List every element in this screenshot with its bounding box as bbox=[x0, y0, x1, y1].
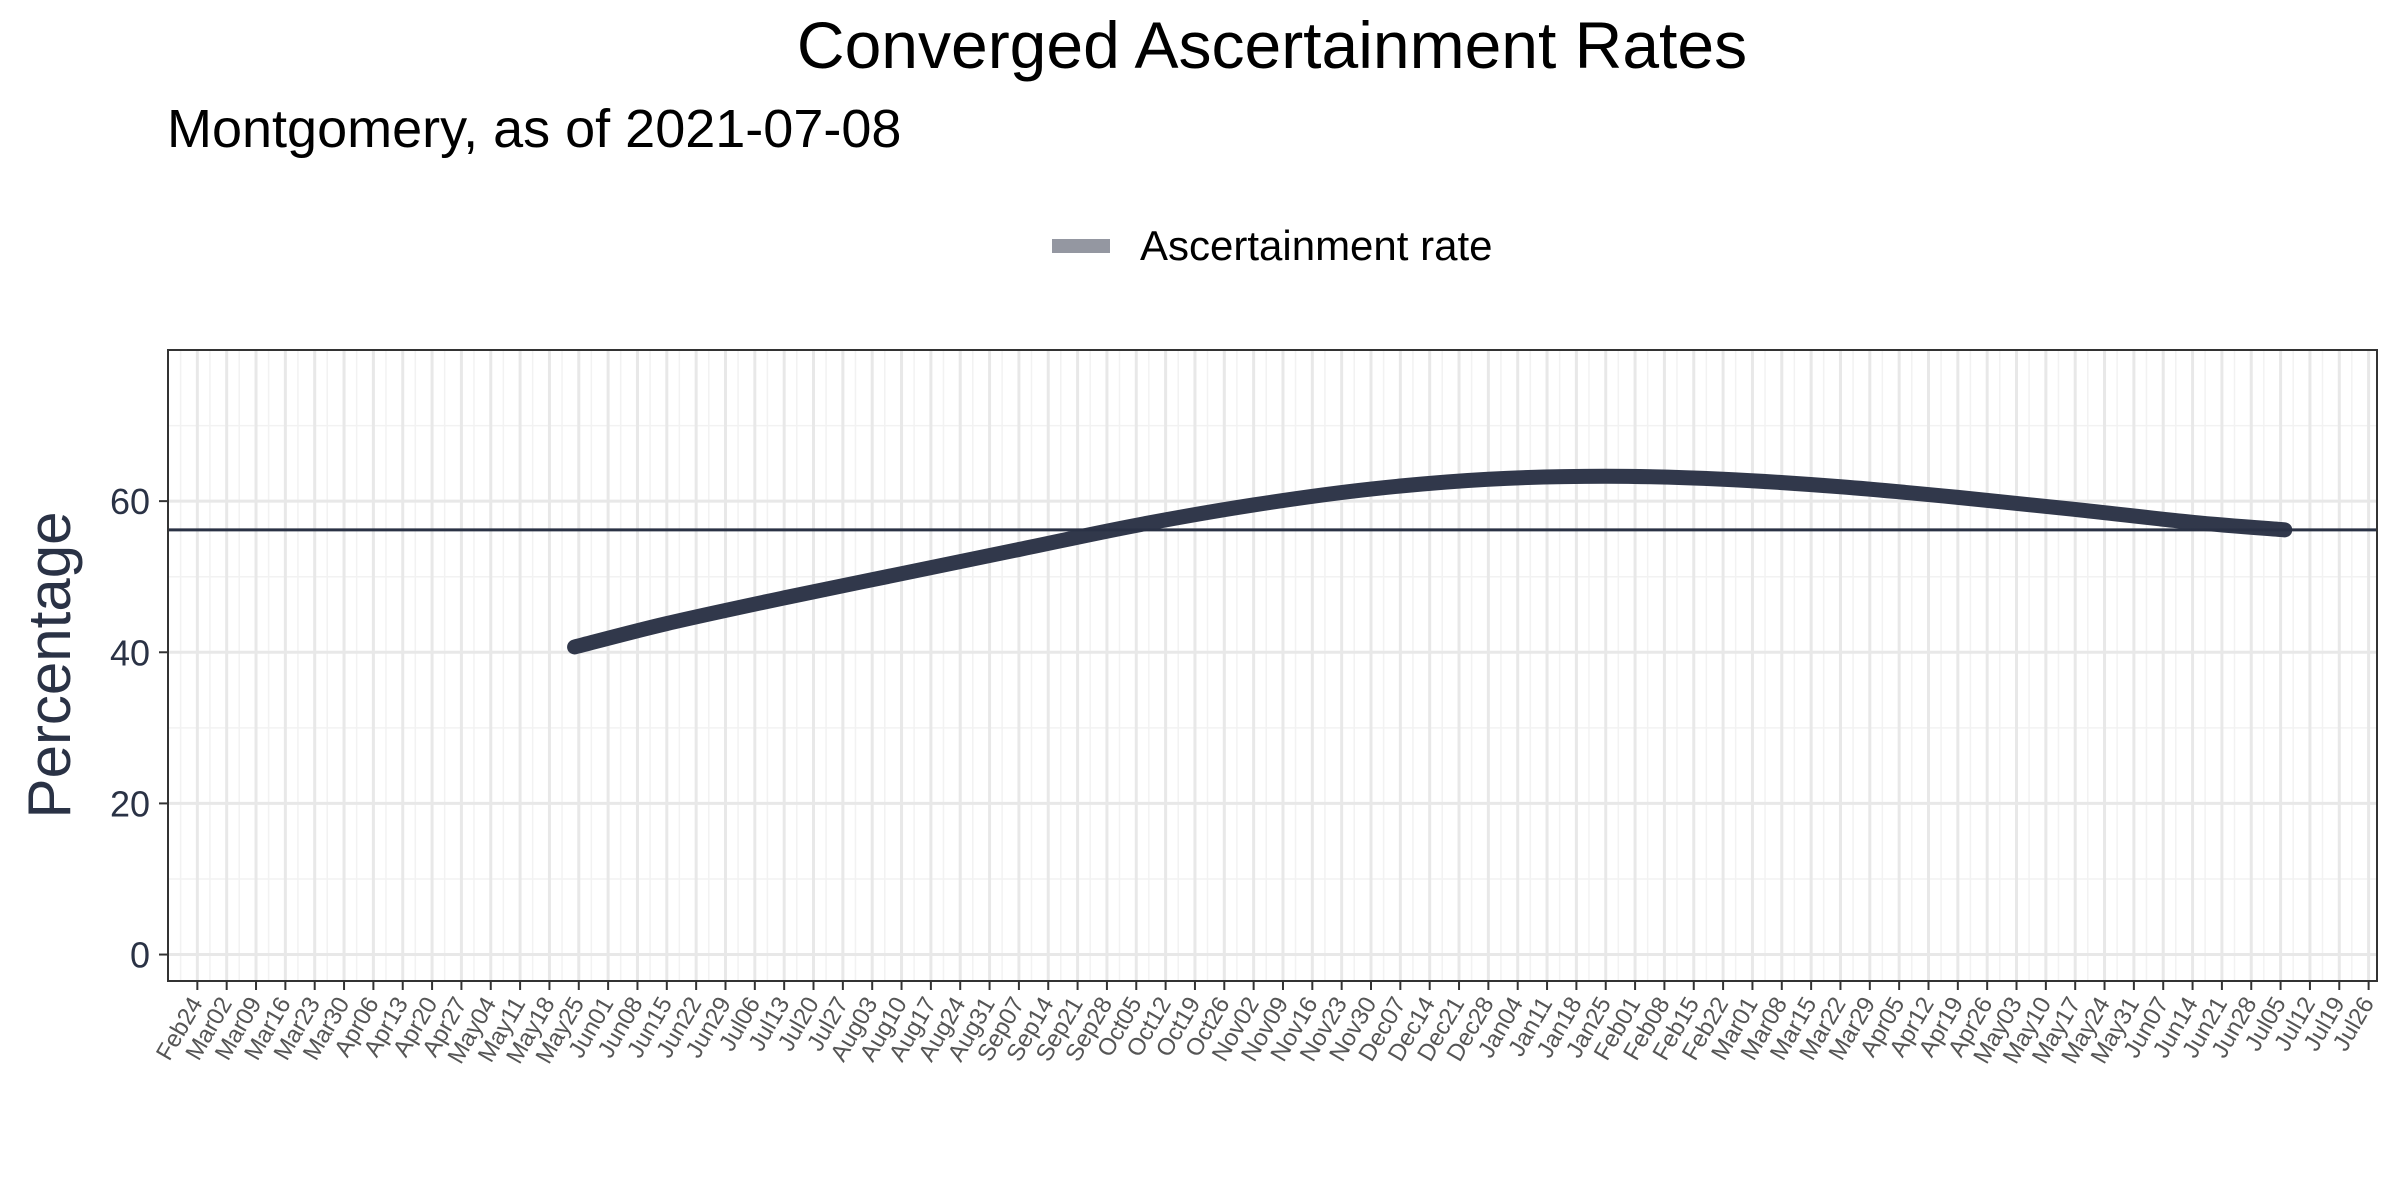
series-line-ascertainment-rate bbox=[567, 468, 2293, 655]
plot-border bbox=[167, 349, 2378, 982]
chart-title: Converged Ascertainment Rates bbox=[797, 8, 1747, 82]
x-axis-ticks: Feb24Mar02Mar09Mar16Mar23Mar30Apr06Apr13… bbox=[151, 981, 2380, 1068]
y-tick-label: 60 bbox=[110, 481, 150, 522]
series-layer bbox=[567, 468, 2293, 655]
grid bbox=[168, 350, 2377, 981]
y-axis-ticks: 0 20 40 60 bbox=[110, 481, 168, 976]
y-tick-label: 40 bbox=[110, 632, 150, 673]
y-tick-label: 20 bbox=[110, 783, 150, 824]
y-axis-label: Percentage bbox=[16, 512, 83, 819]
y-tick-label: 0 bbox=[130, 935, 150, 976]
chart-subtitle: Montgomery, as of 2021-07-08 bbox=[167, 99, 901, 159]
legend-label-ascertainment-rate: Ascertainment rate bbox=[1140, 222, 1493, 269]
legend: Ascertainment rate bbox=[1052, 222, 1493, 269]
